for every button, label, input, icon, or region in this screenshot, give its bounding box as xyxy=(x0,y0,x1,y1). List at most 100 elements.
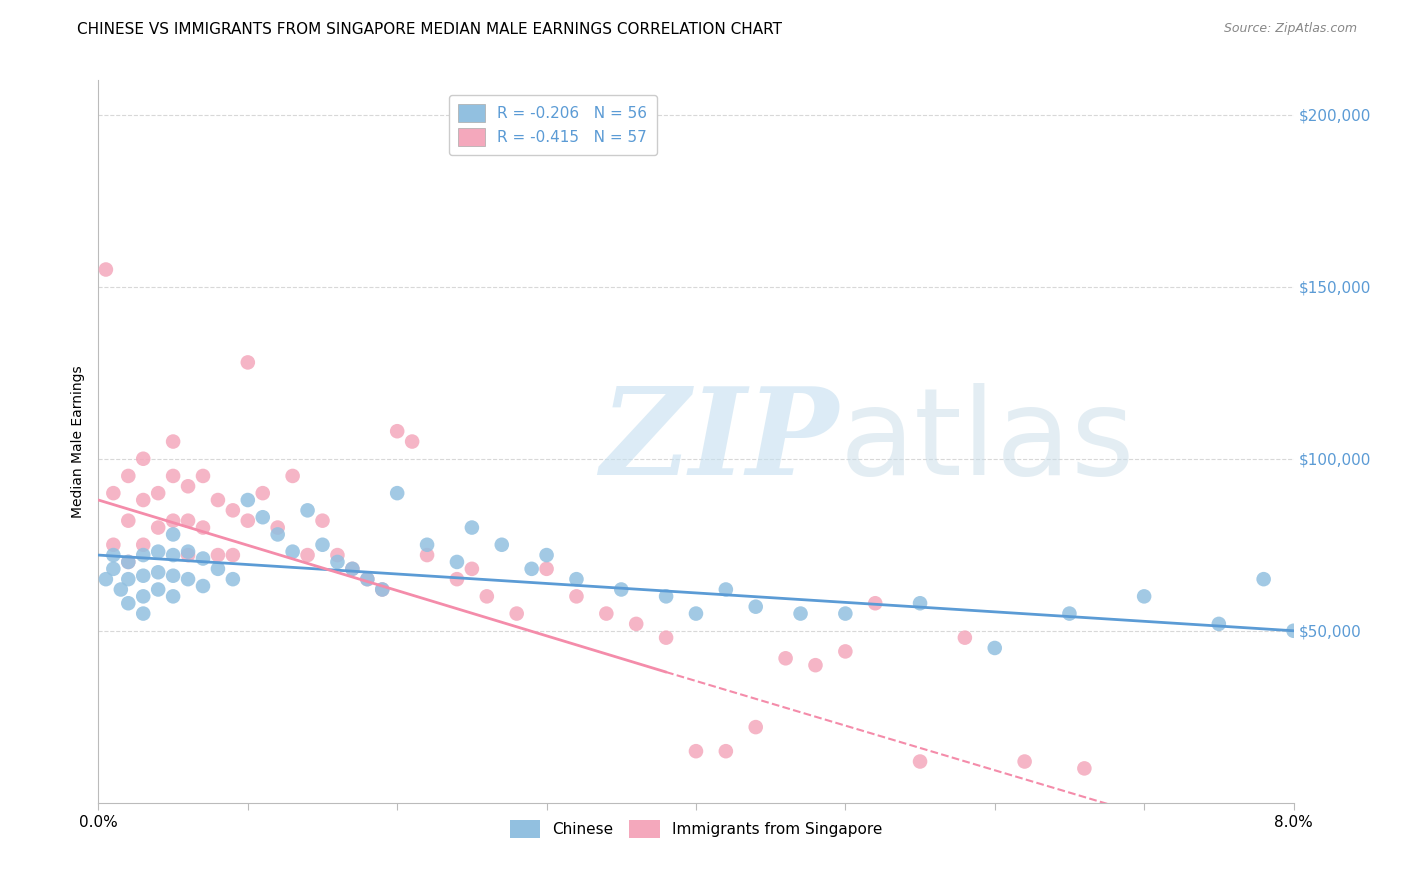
Point xyxy=(655,590,678,604)
Point xyxy=(117,596,139,610)
Point xyxy=(385,424,409,438)
Point xyxy=(804,658,827,673)
Point xyxy=(745,720,768,734)
Point xyxy=(207,493,229,508)
Point xyxy=(162,527,184,541)
Point xyxy=(297,503,319,517)
Point xyxy=(148,486,170,500)
Point xyxy=(207,548,229,562)
Point xyxy=(953,631,976,645)
Point xyxy=(610,582,633,597)
Point xyxy=(252,510,274,524)
Point xyxy=(356,572,378,586)
Point xyxy=(1282,624,1305,638)
Point xyxy=(177,572,200,586)
Point xyxy=(685,607,707,621)
Point xyxy=(103,538,125,552)
Point xyxy=(326,548,349,562)
Text: CHINESE VS IMMIGRANTS FROM SINGAPORE MEDIAN MALE EARNINGS CORRELATION CHART: CHINESE VS IMMIGRANTS FROM SINGAPORE MED… xyxy=(77,22,782,37)
Point xyxy=(401,434,423,449)
Point xyxy=(297,548,319,562)
Point xyxy=(177,544,200,558)
Point xyxy=(177,479,200,493)
Point xyxy=(103,562,125,576)
Point xyxy=(565,572,588,586)
Point xyxy=(595,607,617,621)
Point xyxy=(94,572,117,586)
Point xyxy=(1014,755,1036,769)
Point xyxy=(222,572,245,586)
Point xyxy=(281,469,304,483)
Point xyxy=(1059,607,1081,621)
Point xyxy=(148,566,170,580)
Point xyxy=(222,548,245,562)
Point xyxy=(371,582,394,597)
Point xyxy=(132,607,155,621)
Point xyxy=(222,503,245,517)
Point xyxy=(416,548,439,562)
Point xyxy=(714,744,737,758)
Point xyxy=(491,538,513,552)
Point xyxy=(162,469,184,483)
Point xyxy=(267,527,290,541)
Point xyxy=(94,262,117,277)
Point xyxy=(132,538,155,552)
Point xyxy=(311,514,333,528)
Point xyxy=(148,544,170,558)
Point xyxy=(1073,761,1095,775)
Point xyxy=(520,562,543,576)
Point xyxy=(1133,590,1156,604)
Point xyxy=(446,572,468,586)
Point xyxy=(177,514,200,528)
Point xyxy=(536,548,558,562)
Point xyxy=(267,520,290,534)
Y-axis label: Median Male Earnings: Median Male Earnings xyxy=(70,365,84,518)
Point xyxy=(714,582,737,597)
Point xyxy=(252,486,274,500)
Point xyxy=(207,562,229,576)
Point xyxy=(834,607,856,621)
Point xyxy=(132,548,155,562)
Point xyxy=(1208,616,1230,631)
Point xyxy=(132,568,155,582)
Point xyxy=(908,755,931,769)
Point xyxy=(475,590,498,604)
Point xyxy=(236,355,259,369)
Point xyxy=(162,548,184,562)
Point xyxy=(655,631,678,645)
Point xyxy=(281,544,304,558)
Point xyxy=(626,616,648,631)
Point xyxy=(117,555,139,569)
Point xyxy=(162,590,184,604)
Point xyxy=(342,562,364,576)
Point xyxy=(162,568,184,582)
Point xyxy=(191,469,214,483)
Text: ZIP: ZIP xyxy=(600,383,838,500)
Point xyxy=(536,562,558,576)
Point xyxy=(191,551,214,566)
Point xyxy=(789,607,811,621)
Point xyxy=(461,562,484,576)
Point xyxy=(103,486,125,500)
Legend: Chinese, Immigrants from Singapore: Chinese, Immigrants from Singapore xyxy=(502,813,890,846)
Point xyxy=(342,562,364,576)
Point xyxy=(326,555,349,569)
Point xyxy=(132,493,155,508)
Point xyxy=(236,493,259,508)
Text: atlas: atlas xyxy=(839,383,1135,500)
Point xyxy=(117,514,139,528)
Point xyxy=(565,590,588,604)
Point xyxy=(110,582,132,597)
Point xyxy=(834,644,856,658)
Point xyxy=(1253,572,1275,586)
Point xyxy=(132,451,155,466)
Point xyxy=(162,434,184,449)
Point xyxy=(745,599,768,614)
Point xyxy=(148,582,170,597)
Point xyxy=(506,607,529,621)
Point xyxy=(177,548,200,562)
Point xyxy=(416,538,439,552)
Point xyxy=(162,514,184,528)
Point xyxy=(461,520,484,534)
Point xyxy=(117,572,139,586)
